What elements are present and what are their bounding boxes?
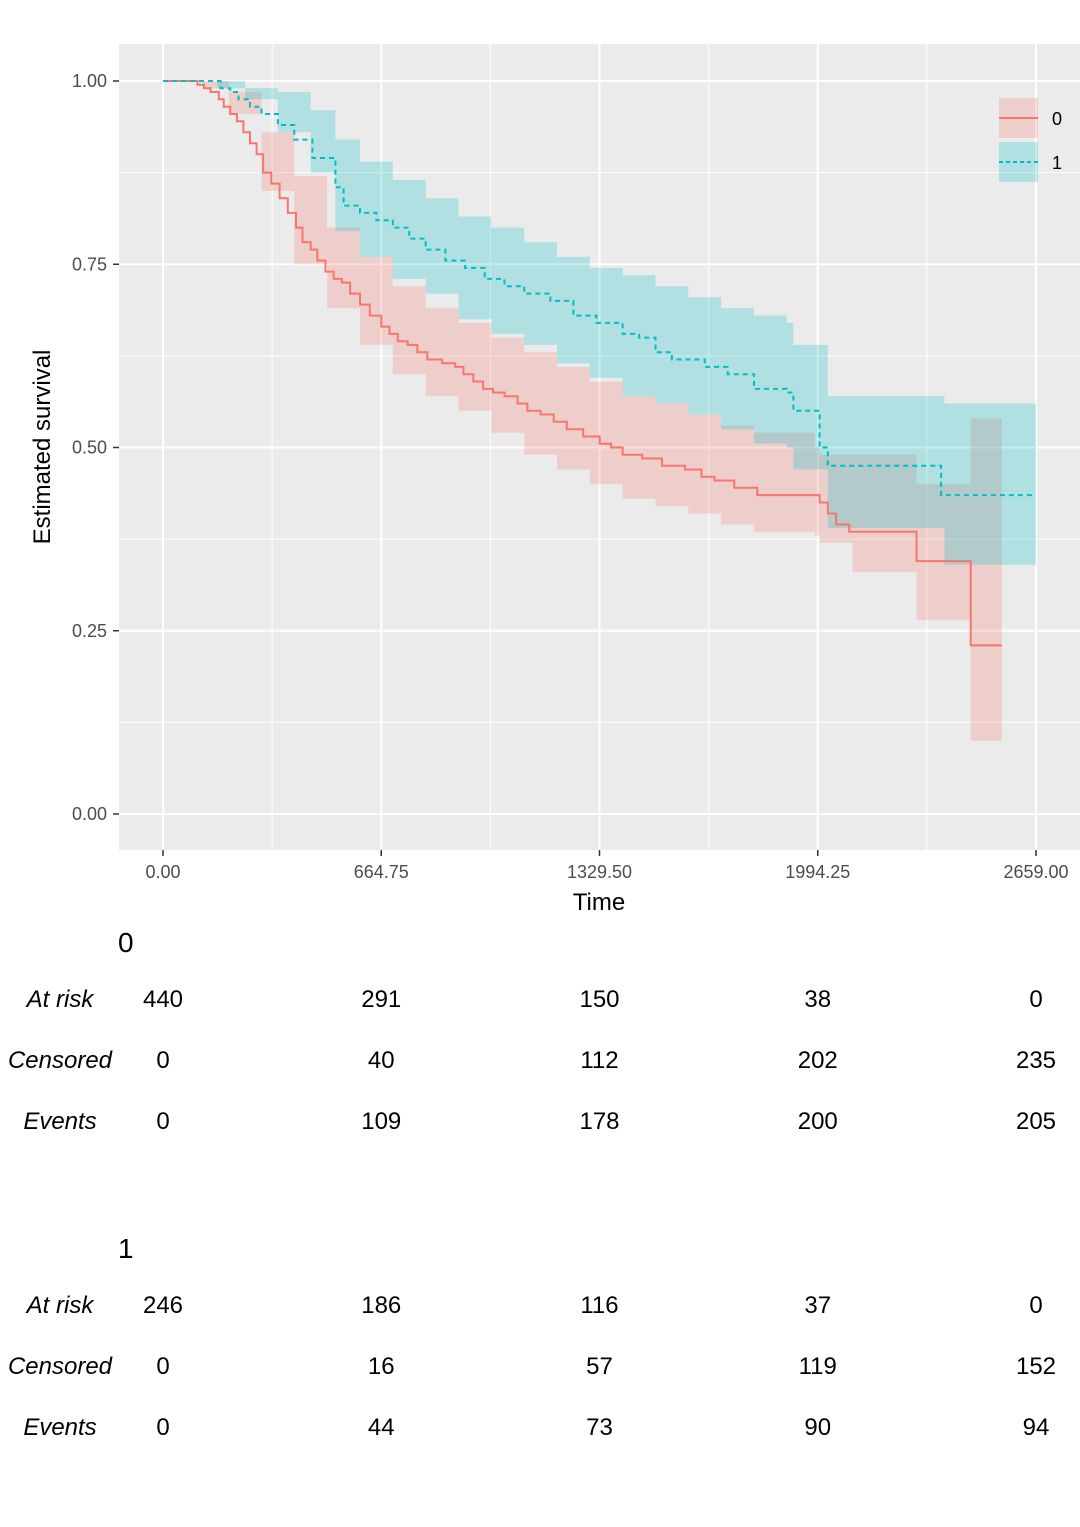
x-tick-label: 664.75 (354, 862, 409, 882)
risk-cell-at-risk: 116 (580, 1292, 618, 1319)
risk-cell-censored: 235 (1016, 1047, 1056, 1074)
risk-cell-censored: 152 (1016, 1353, 1056, 1380)
row-label-censored: Censored (8, 1353, 113, 1380)
risk-cell-events: 178 (579, 1108, 619, 1135)
risk-cell-at-risk: 0 (1029, 1292, 1042, 1319)
row-label-events: Events (23, 1414, 96, 1441)
risk-group-title-0: 0 (118, 927, 134, 958)
risk-cell-events: 90 (804, 1414, 831, 1441)
legend-label-0: 0 (1052, 109, 1062, 129)
x-tick-label: 0.00 (145, 862, 180, 882)
risk-cell-events: 94 (1023, 1414, 1050, 1441)
risk-cell-censored: 0 (156, 1047, 169, 1074)
legend-key-1-band (999, 142, 1038, 182)
y-tick-label: 0.00 (72, 804, 107, 824)
risk-cell-at-risk: 0 (1029, 986, 1042, 1013)
survival-curve-0 (163, 80, 1002, 647)
risk-cell-at-risk: 440 (143, 986, 183, 1013)
risk-cell-events: 73 (586, 1414, 613, 1441)
risk-cell-at-risk: 246 (143, 1292, 183, 1319)
risk-cell-at-risk: 291 (361, 986, 401, 1013)
risk-cell-censored: 57 (586, 1353, 613, 1380)
y-tick-label: 0.50 (72, 438, 107, 458)
x-axis-title: Time (573, 889, 625, 916)
risk-cell-censored: 119 (799, 1353, 837, 1380)
risk-table-cells-1: 246 186 116 37 0 0 16 57 119 152 0 44 73 90 94 (143, 1292, 1056, 1441)
risk-table-group-0: 0 At risk Censored Events 440 291 150 38 00 4… (8, 927, 1056, 1135)
row-label-censored: Censored (8, 1047, 113, 1074)
risk-cell-events: 44 (368, 1414, 395, 1441)
risk-cell-events: 200 (798, 1108, 838, 1135)
risk-cell-censored: 112 (580, 1047, 618, 1074)
risk-cell-at-risk: 38 (804, 986, 831, 1013)
y-tick-label: 1.00 (72, 71, 107, 91)
risk-cell-events: 0 (156, 1108, 169, 1135)
risk-cell-censored: 202 (798, 1047, 838, 1074)
x-tick-label: 2659.00 (1003, 862, 1068, 882)
risk-group-title-1: 1 (118, 1233, 134, 1264)
risk-cell-at-risk: 37 (804, 1292, 831, 1319)
risk-cell-events: 0 (156, 1414, 169, 1441)
x-axis: 0.00 664.75 1329.50 1994.25 2659.00 (145, 850, 1069, 882)
row-label-at-risk: At risk (25, 986, 96, 1013)
risk-cell-events: 109 (361, 1108, 401, 1135)
survival-curves (163, 80, 1036, 647)
risk-cell-censored: 0 (156, 1353, 169, 1380)
risk-cell-at-risk: 186 (361, 1292, 401, 1319)
x-tick-label: 1994.25 (785, 862, 850, 882)
y-axis: 0.00 0.25 0.50 0.75 1.00 (72, 71, 119, 824)
risk-cell-at-risk: 150 (579, 986, 619, 1013)
y-tick-label: 0.75 (72, 254, 107, 274)
risk-cell-censored: 40 (368, 1047, 395, 1074)
legend-label-1: 1 (1052, 153, 1062, 173)
confidence-band-0 (163, 81, 1002, 741)
survival-curve-1 (163, 80, 1036, 497)
y-axis-title: Estimated survival (29, 350, 56, 545)
row-label-events: Events (23, 1108, 96, 1135)
risk-table-group-1: 1 At risk Censored Events 246 186 116 37 0 0 1… (8, 1233, 1056, 1441)
risk-cell-censored: 16 (368, 1353, 395, 1380)
legend: 0 1 (999, 98, 1062, 182)
row-label-at-risk: At risk (25, 1292, 96, 1319)
major-gridlines (119, 44, 1080, 850)
y-tick-label: 0.25 (72, 621, 107, 641)
risk-cell-events: 205 (1016, 1108, 1056, 1135)
risk-table-cells-0: 440 291 150 38 0 0 40 112 202 235 0 109 178 200 205 (143, 986, 1056, 1135)
x-tick-label: 1329.50 (567, 862, 632, 882)
